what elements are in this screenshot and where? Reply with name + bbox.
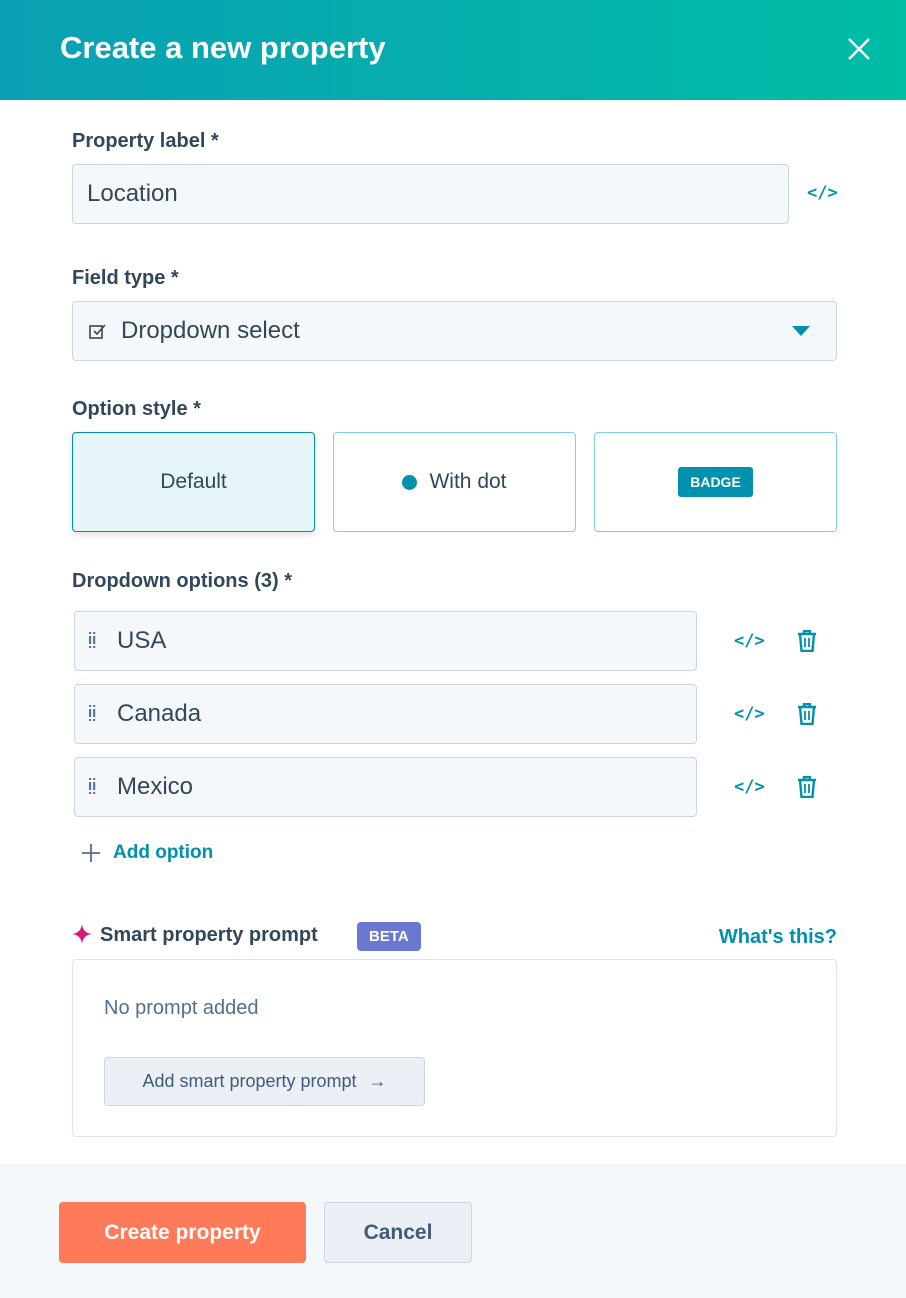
dialog-footer: Create property Cancel [0, 1164, 906, 1298]
list-item[interactable]: ⠿ ⠿ Mexico [74, 757, 697, 817]
drag-handle-icon[interactable]: ⠿ ⠿ [87, 703, 97, 725]
option-style-with-dot-label: With dot [429, 470, 507, 493]
arrow-right-icon: → [368, 1071, 387, 1091]
dialog-title: Create a new property [60, 30, 386, 65]
smart-prompt-panel: No prompt added Add smart property promp… [72, 959, 837, 1137]
add-smart-prompt-button[interactable]: Add smart property prompt → [104, 1057, 425, 1106]
trash-icon[interactable] [797, 703, 817, 725]
option-style-badge[interactable]: BADGE [594, 432, 837, 532]
dialog-header: Create a new property [0, 0, 906, 100]
field-type-label: Field type * [72, 267, 179, 289]
checkbox-select-icon [89, 324, 106, 339]
option-style-with-dot[interactable]: With dot [333, 432, 576, 532]
trash-icon[interactable] [797, 776, 817, 798]
option-style-badge-label: BADGE [678, 467, 753, 497]
option-value: USA [117, 627, 167, 654]
trash-icon[interactable] [797, 630, 817, 652]
dropdown-options-label: Dropdown options (3) * [72, 570, 292, 592]
whats-this-link[interactable]: What's this? [718, 926, 837, 948]
property-label-label: Property label * [72, 130, 219, 152]
option-style-label: Option style * [72, 398, 201, 420]
option-style-default[interactable]: Default [72, 432, 315, 532]
property-label-value: Location [87, 180, 178, 207]
add-option-label: Add option [113, 842, 214, 863]
code-icon[interactable]: </> [734, 631, 765, 651]
field-type-value: Dropdown select [121, 317, 300, 344]
option-value: Mexico [117, 773, 194, 800]
field-type-select[interactable]: Dropdown select [72, 301, 837, 361]
code-icon[interactable]: </> [734, 777, 765, 797]
smart-prompt-label: Smart property prompt [100, 924, 318, 946]
add-smart-prompt-label: Add smart property prompt [142, 1071, 357, 1091]
plus-icon [82, 844, 100, 862]
no-prompt-text: No prompt added [104, 997, 259, 1019]
drag-handle-icon[interactable]: ⠿ ⠿ [87, 630, 97, 652]
cancel-button[interactable]: Cancel [324, 1202, 472, 1263]
dot-icon [402, 474, 418, 490]
beta-badge: BETA [357, 922, 421, 951]
sparkle-icon [72, 924, 92, 944]
code-icon[interactable]: </> [734, 704, 765, 724]
property-label-input[interactable]: Location [72, 164, 789, 224]
option-style-default-label: Default [160, 470, 227, 493]
drag-handle-icon[interactable]: ⠿ ⠿ [87, 776, 97, 798]
list-item[interactable]: ⠿ ⠿ USA [74, 611, 697, 671]
add-option-button[interactable]: Add option [82, 842, 213, 864]
chevron-down-icon [792, 326, 810, 336]
list-item[interactable]: ⠿ ⠿ Canada [74, 684, 697, 744]
option-value: Canada [117, 700, 202, 727]
code-icon[interactable]: </> [807, 183, 838, 203]
close-icon[interactable] [842, 32, 876, 66]
create-property-button[interactable]: Create property [59, 1202, 306, 1263]
